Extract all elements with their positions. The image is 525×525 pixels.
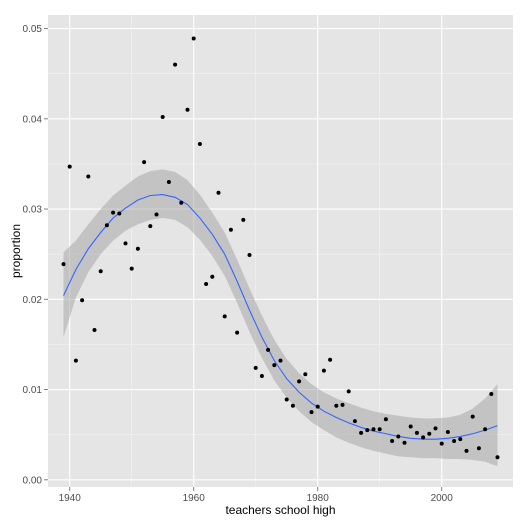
data-point <box>414 430 419 435</box>
data-point <box>92 327 97 332</box>
data-point <box>290 403 295 408</box>
data-point <box>98 269 103 274</box>
data-point <box>328 357 333 362</box>
data-point <box>321 368 326 373</box>
data-point <box>402 440 407 445</box>
data-point <box>464 448 469 453</box>
data-point <box>396 434 401 439</box>
data-point <box>452 438 457 443</box>
y-tick-label: 0.00 <box>23 475 43 486</box>
y-tick-label: 0.01 <box>23 385 43 396</box>
data-point <box>390 438 395 443</box>
data-point <box>247 253 252 258</box>
data-point <box>222 314 227 319</box>
data-point <box>86 174 91 179</box>
data-point <box>166 179 171 184</box>
x-tick-label: 1960 <box>183 493 206 504</box>
data-point <box>421 435 426 440</box>
data-point <box>371 427 376 432</box>
data-point <box>80 298 85 303</box>
data-point <box>173 62 178 67</box>
data-point <box>253 365 258 370</box>
data-point <box>297 379 302 384</box>
data-point <box>61 262 66 267</box>
x-tick-label: 1940 <box>59 493 82 504</box>
data-point <box>365 428 370 433</box>
data-point <box>259 373 264 378</box>
data-point <box>346 389 351 394</box>
data-point <box>439 441 444 446</box>
data-points <box>61 36 500 460</box>
data-point <box>489 392 494 397</box>
smooth-line <box>63 194 498 440</box>
data-point <box>303 372 308 377</box>
data-point <box>216 190 221 195</box>
data-point <box>241 217 246 222</box>
data-point <box>191 36 196 41</box>
data-point <box>210 274 215 279</box>
plot-panel <box>48 15 513 487</box>
data-point <box>135 246 140 251</box>
data-point <box>154 212 159 217</box>
x-axis-ticks: 1940 1960 1980 2000 <box>59 487 454 504</box>
data-point <box>111 210 116 215</box>
data-point <box>73 358 78 363</box>
y-tick-label: 0.04 <box>23 114 43 125</box>
data-point <box>272 363 277 368</box>
data-point <box>334 403 339 408</box>
y-tick-label: 0.05 <box>23 24 43 35</box>
data-point <box>445 429 450 434</box>
data-point <box>160 114 165 119</box>
data-point <box>427 431 432 436</box>
y-tick-label: 0.03 <box>23 205 43 216</box>
data-point <box>377 427 382 432</box>
data-point <box>483 427 488 432</box>
x-axis-title: teachers school high <box>225 503 335 517</box>
data-point <box>476 446 481 451</box>
data-point <box>470 414 475 419</box>
data-point <box>235 330 240 335</box>
confidence-band <box>63 169 498 467</box>
y-axis-ticks: 0.00 0.01 0.02 0.03 0.04 0.05 <box>23 24 48 486</box>
data-point <box>495 455 500 460</box>
x-tick-label: 2000 <box>431 493 454 504</box>
data-point <box>359 430 364 435</box>
y-axis-title: proportion <box>9 224 23 278</box>
data-point <box>315 404 320 409</box>
data-point <box>197 142 202 147</box>
data-point <box>352 419 357 424</box>
data-point <box>123 241 128 246</box>
data-point <box>309 410 314 415</box>
data-point <box>185 107 190 112</box>
data-point <box>340 402 345 407</box>
data-point <box>129 266 134 271</box>
data-point <box>179 200 184 205</box>
data-point <box>284 397 289 402</box>
y-tick-label: 0.02 <box>23 295 43 306</box>
data-point <box>204 281 209 286</box>
data-point <box>433 426 438 431</box>
data-point <box>142 160 147 165</box>
data-point <box>104 223 109 228</box>
data-point <box>278 358 283 363</box>
data-point <box>266 347 271 352</box>
data-point <box>228 227 233 232</box>
x-tick-label: 1980 <box>307 493 330 504</box>
data-point <box>148 224 153 229</box>
data-point <box>408 424 413 429</box>
data-point <box>458 437 463 442</box>
data-point <box>383 417 388 422</box>
data-point <box>117 211 122 216</box>
data-point <box>67 164 72 169</box>
minor-gridlines <box>48 15 513 487</box>
